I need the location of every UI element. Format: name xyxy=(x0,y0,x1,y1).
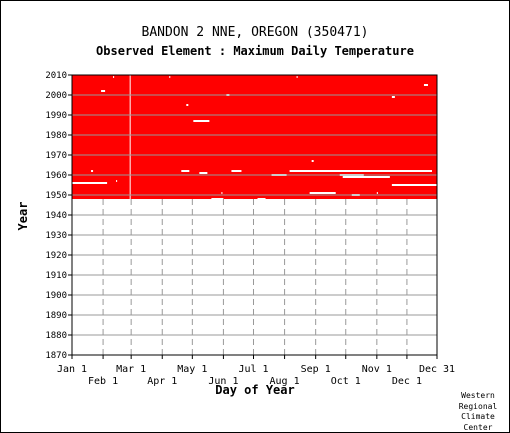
missing-segment xyxy=(342,176,390,178)
y-tick-label: 1890 xyxy=(45,311,67,321)
missing-segment xyxy=(257,198,266,200)
x-tick-label: May 1 xyxy=(177,364,207,375)
x-tick-label: Jun 1 xyxy=(208,376,238,387)
missing-segment xyxy=(391,184,437,186)
x-axis-label: Day of Year xyxy=(215,383,295,397)
missing-segment xyxy=(376,192,378,194)
y-tick-label: 1900 xyxy=(45,291,67,301)
credit-block: Western Regional Climate Center xyxy=(453,391,503,433)
credit-line: Center xyxy=(463,422,493,432)
y-tick-label: 1920 xyxy=(45,251,67,261)
y-tick-label: 1970 xyxy=(45,151,67,161)
missing-segment xyxy=(221,192,223,194)
y-tick-label: 1980 xyxy=(45,131,67,141)
y-tick-label: 1940 xyxy=(45,211,67,221)
x-tick-label: Dec 1 xyxy=(392,376,422,387)
credit-line: Regional xyxy=(458,401,498,411)
chart-subtitle: Observed Element : Maximum Daily Tempera… xyxy=(96,44,414,58)
x-tick-label: Dec 31 xyxy=(419,364,455,375)
missing-segment xyxy=(91,170,94,172)
chart-title: BANDON 2 NNE, OREGON (350471) xyxy=(141,25,369,40)
missing-segment xyxy=(181,170,190,172)
y-tick-label: 1910 xyxy=(45,271,67,281)
y-tick-label: 1880 xyxy=(45,331,67,341)
y-tick-label: 2010 xyxy=(45,71,67,81)
x-tick-label: Feb 1 xyxy=(88,376,118,387)
y-tick-label: 1870 xyxy=(45,351,67,361)
y-tick-label: 2000 xyxy=(45,91,67,101)
x-tick-label: Mar 1 xyxy=(116,364,146,375)
missing-segment xyxy=(72,182,108,184)
missing-segment xyxy=(211,198,224,200)
x-tick-label: Aug 1 xyxy=(270,376,300,387)
missing-segment xyxy=(199,172,208,174)
y-tick-label: 1990 xyxy=(45,111,67,121)
missing-segment xyxy=(116,180,118,182)
missing-segment xyxy=(231,170,242,172)
x-tick-label: Nov 1 xyxy=(362,364,392,375)
credit-line: Western xyxy=(461,391,495,400)
missing-segment xyxy=(113,76,115,78)
y-tick-label: 1960 xyxy=(45,171,67,181)
x-tick-label: Sep 1 xyxy=(301,364,331,375)
missing-segment xyxy=(391,96,395,98)
x-tick-label: Apr 1 xyxy=(147,376,177,387)
data-coverage-block xyxy=(72,75,437,199)
missing-segment xyxy=(311,160,314,162)
missing-segment xyxy=(289,170,432,172)
missing-segment xyxy=(423,84,428,86)
missing-segment xyxy=(101,90,106,92)
missing-segment xyxy=(296,76,298,78)
missing-segment xyxy=(193,120,210,122)
y-tick-label: 1930 xyxy=(45,231,67,241)
x-tick-label: Jul 1 xyxy=(238,364,268,375)
missing-segment xyxy=(169,76,171,78)
credit-line: Climate xyxy=(461,412,495,421)
y-tick-label: 1950 xyxy=(45,191,67,201)
x-tick-label: Oct 1 xyxy=(331,376,361,387)
missing-segment xyxy=(309,192,336,194)
missing-segment xyxy=(186,104,189,106)
x-tick-label: Jan 1 xyxy=(57,364,87,375)
